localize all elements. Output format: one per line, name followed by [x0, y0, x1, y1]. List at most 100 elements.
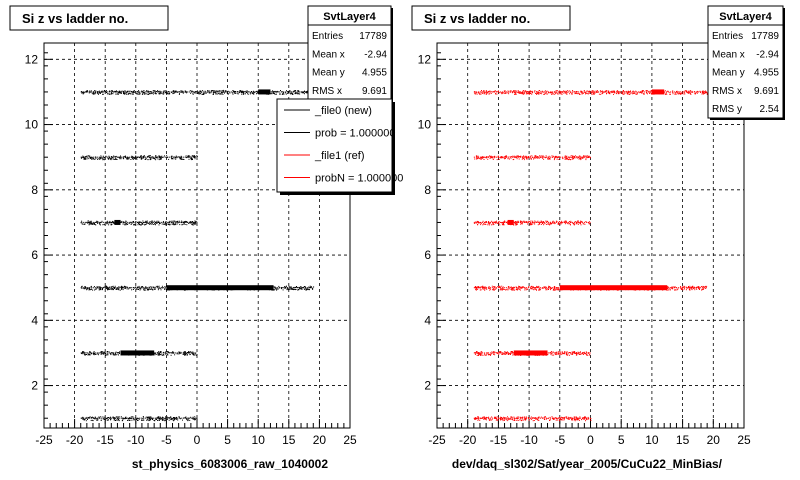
scatter-point [558, 156, 560, 157]
scatter-point [129, 419, 131, 421]
scatter-point [118, 286, 120, 288]
scatter-point [523, 221, 525, 223]
legend: _file0 (new)prob = 1.000000_file1 (ref)p… [276, 98, 403, 195]
scatter-point [487, 224, 489, 226]
scatter-point [117, 416, 119, 418]
scatter-point [305, 91, 307, 93]
scatter-point [629, 91, 631, 93]
scatter-point [567, 90, 569, 92]
scatter-point [127, 158, 129, 160]
scatter-point [579, 352, 581, 354]
scatter-point [569, 93, 571, 95]
scatter-point [489, 222, 491, 224]
scatter-point [121, 286, 123, 288]
scatter-point [482, 157, 484, 159]
scatter-point [102, 158, 104, 160]
scatter-point [92, 223, 94, 225]
scatter-point [622, 93, 624, 95]
scatter-point [504, 90, 506, 92]
scatter-point [151, 417, 153, 419]
scatter-point [278, 285, 280, 287]
scatter-point [286, 285, 287, 287]
scatter-point [589, 91, 591, 93]
scatter-point [93, 93, 95, 95]
scatter-point [522, 157, 524, 159]
scatter-point [132, 289, 134, 290]
scatter-point [247, 91, 249, 93]
scatter-point [164, 155, 165, 157]
scatter-point [557, 223, 559, 225]
scatter-point [229, 92, 231, 94]
scatter-point [479, 354, 481, 356]
scatter-point [161, 354, 163, 356]
scatter-point [477, 288, 479, 290]
scatter-point [574, 157, 576, 159]
scatter-point [554, 93, 556, 95]
x-tick-label: 25 [343, 433, 357, 447]
scatter-point [181, 158, 183, 160]
scatter-point [538, 419, 540, 421]
scatter-point [514, 93, 515, 95]
scatter-point [560, 91, 562, 93]
scatter-point [103, 159, 105, 161]
scatter-point [154, 158, 156, 159]
scatter-point [493, 91, 494, 93]
scatter-point [109, 286, 111, 288]
scatter-point [87, 155, 89, 157]
scatter-point [293, 289, 295, 290]
scatter-point [546, 90, 548, 92]
scatter-point [141, 157, 143, 159]
scatter-point [540, 221, 542, 223]
scatter-point [525, 416, 527, 418]
scatter-point [191, 155, 193, 157]
scatter-point [132, 416, 134, 418]
scatter-point [125, 416, 127, 418]
chart-panel-1: -25 -20 -15 -10 -5 0 5 10 15 20 2524681012st_physi… [9, 5, 403, 471]
scatter-point [567, 418, 569, 420]
scatter-point [581, 93, 583, 95]
scatter-point [497, 90, 499, 92]
scatter-point [604, 91, 606, 93]
scatter-point [581, 91, 582, 93]
scatter-point [114, 156, 116, 157]
scatter-point [120, 221, 122, 223]
scatter-point [125, 224, 127, 226]
scatter-point [576, 417, 578, 419]
scatter-point [106, 419, 108, 421]
scatter-point [498, 159, 500, 160]
scatter-point [475, 93, 476, 95]
scatter-point [152, 288, 154, 290]
scatter-point [552, 92, 554, 94]
scatter-point [174, 354, 176, 356]
scatter-point [164, 286, 166, 288]
scatter-point [115, 158, 117, 160]
scatter-point [178, 416, 180, 418]
scatter-dense-region [513, 350, 548, 356]
scatter-point [145, 286, 147, 288]
scatter-point [577, 220, 579, 222]
scatter-point [144, 224, 146, 226]
scatter-point [191, 157, 192, 159]
scatter-point [509, 418, 511, 420]
scatter-point [88, 222, 89, 223]
scatter-point [102, 155, 104, 157]
scatter-point [521, 92, 523, 93]
scatter-point [294, 93, 296, 95]
scatter-point [125, 417, 127, 419]
scatter-point [639, 92, 641, 94]
scatter-point [556, 287, 558, 289]
scatter-point [277, 288, 279, 290]
scatter-point [583, 223, 585, 225]
scatter-point [597, 90, 598, 92]
scatter-point [520, 287, 522, 289]
scatter-point [166, 155, 168, 157]
scatter-point [504, 351, 506, 352]
scatter-dense-region [651, 89, 665, 95]
scatter-point [124, 287, 126, 289]
scatter-point [567, 416, 569, 418]
scatter-point [95, 90, 97, 92]
scatter-point [109, 158, 111, 160]
scatter-point [87, 353, 89, 355]
scatter-point [102, 418, 104, 420]
scatter-point [529, 93, 531, 94]
